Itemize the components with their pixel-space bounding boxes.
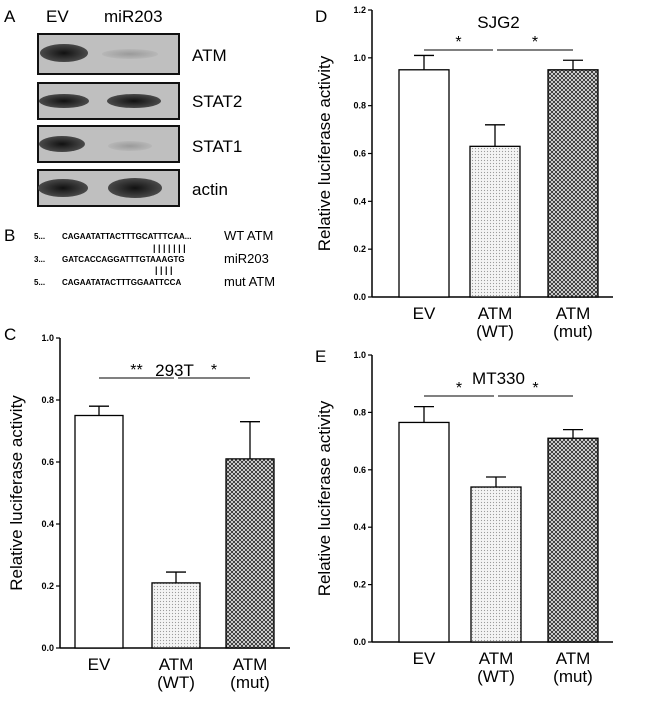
y-tick-label: 0.4 [41, 519, 54, 529]
chart-sjg2: SJG2 Relative luciferase activity 0.0 0.2 0.… [315, 5, 613, 341]
x-tick-label: EV [413, 649, 436, 668]
bar-ev [74, 414, 124, 649]
panel-b: B 5... CAGAATATTACTTTGCATTTCAA... WT ATM… [4, 226, 275, 289]
y-tick-label: 0.8 [41, 395, 54, 405]
y-tick-label: 0.2 [353, 244, 366, 254]
seq-mir203: GATCACCAGGATTTGTAAAGTG [62, 255, 185, 264]
chart-title: 293T [155, 361, 194, 380]
bar-atm-mut [547, 437, 599, 643]
y-tick-label: 0.8 [353, 101, 366, 111]
x-tick-label: ATM [556, 304, 591, 323]
bar-ev [398, 421, 450, 643]
significance-label: ** [130, 362, 142, 379]
band-stat1-ev [39, 136, 85, 152]
chart-title: SJG2 [477, 13, 520, 32]
x-tick-label: EV [413, 304, 436, 323]
band-stat1-mir203 [108, 141, 152, 151]
significance-label: * [211, 362, 217, 379]
y-tick-label: 0.0 [41, 643, 54, 653]
bar-ev [398, 69, 450, 298]
band-label-actin: actin [192, 180, 228, 199]
band-stat2-mir203 [107, 94, 161, 108]
y-tick-label: 0.6 [353, 465, 366, 475]
band-atm-ev [40, 44, 88, 62]
y-tick-label: 0.4 [353, 522, 366, 532]
x-tick-label: ATM [159, 655, 194, 674]
y-tick-label: 0.6 [41, 457, 54, 467]
x-tick-label: EV [88, 655, 111, 674]
seq-prefix-mir: 3... [34, 255, 45, 264]
seq-mut-atm: CAGAATATACTTTGGAATTCCA [62, 278, 181, 287]
pairing-marks-mut: | | | | [155, 265, 173, 275]
panel-letter-d: D [315, 7, 327, 26]
x-tick-label: (mut) [553, 322, 593, 341]
y-tick-label: 1.0 [353, 53, 366, 63]
x-tick-label: ATM [478, 304, 513, 323]
pairing-marks-wt: | | | | | | | [153, 243, 186, 253]
significance-label: * [455, 34, 461, 51]
panel-letter-b: B [4, 226, 15, 245]
bar-atm-wt [469, 145, 521, 298]
x-tick-label: ATM [233, 655, 268, 674]
band-label-stat2: STAT2 [192, 92, 242, 111]
lane-label-ev: EV [46, 7, 69, 26]
x-tick-label: (mut) [230, 673, 270, 692]
y-tick-label: 0.2 [41, 581, 54, 591]
bar-atm-wt [470, 486, 522, 643]
y-axis-label: Relative luciferase activity [315, 400, 334, 596]
y-tick-label: 0.0 [353, 292, 366, 302]
chart-293t: 293T Relative luciferase activity 0.0 0.2 0.… [7, 333, 290, 692]
y-tick-label: 0.2 [353, 580, 366, 590]
significance-label: * [532, 34, 538, 51]
band-label-stat1: STAT1 [192, 137, 242, 156]
chart-mt330: MT330 Relative luciferase activity 0.0 0.2 0… [315, 350, 613, 686]
significance-label: * [532, 380, 538, 397]
seq-wt-atm: CAGAATATTACTTTGCATTTCAA... [62, 232, 191, 241]
y-tick-label: 0.0 [353, 637, 366, 647]
y-tick-label: 1.0 [353, 350, 366, 360]
seq-label-mir203: miR203 [224, 251, 269, 266]
lane-label-mir203: miR203 [104, 7, 163, 26]
bar-atm-wt [151, 582, 201, 649]
chart-title: MT330 [472, 369, 525, 388]
significance-label: * [456, 380, 462, 397]
y-tick-label: 0.8 [353, 407, 366, 417]
seq-prefix-wt: 5... [34, 232, 45, 241]
x-tick-label: ATM [556, 649, 591, 668]
y-tick-label: 1.2 [353, 5, 366, 15]
x-tick-label: ATM [479, 649, 514, 668]
x-tick-label: (WT) [476, 322, 514, 341]
y-axis-label: Relative luciferase activity [315, 55, 334, 251]
band-actin-ev [38, 179, 88, 197]
x-tick-label: (WT) [157, 673, 195, 692]
seq-prefix-mut: 5... [34, 278, 45, 287]
x-tick-label: (WT) [477, 667, 515, 686]
y-tick-label: 0.4 [353, 196, 366, 206]
panel-letter-a: A [4, 7, 16, 26]
panel-letter-c: C [4, 325, 16, 344]
band-actin-mir203 [108, 178, 162, 198]
bar-atm-mut [225, 458, 275, 649]
panel-letter-e: E [315, 347, 326, 366]
y-tick-label: 1.0 [41, 333, 54, 343]
seq-label-mut-atm: mut ATM [224, 274, 275, 289]
panel-a: A EV miR203 ATM STAT2 STAT1 actin [4, 7, 242, 207]
y-axis-label: Relative luciferase activity [7, 395, 26, 591]
band-atm-mir203 [102, 49, 158, 59]
bar-atm-mut [547, 69, 599, 298]
y-tick-label: 0.6 [353, 149, 366, 159]
x-tick-label: (mut) [553, 667, 593, 686]
band-stat2-ev [39, 94, 89, 108]
seq-label-wt-atm: WT ATM [224, 228, 273, 243]
band-label-atm: ATM [192, 46, 227, 65]
